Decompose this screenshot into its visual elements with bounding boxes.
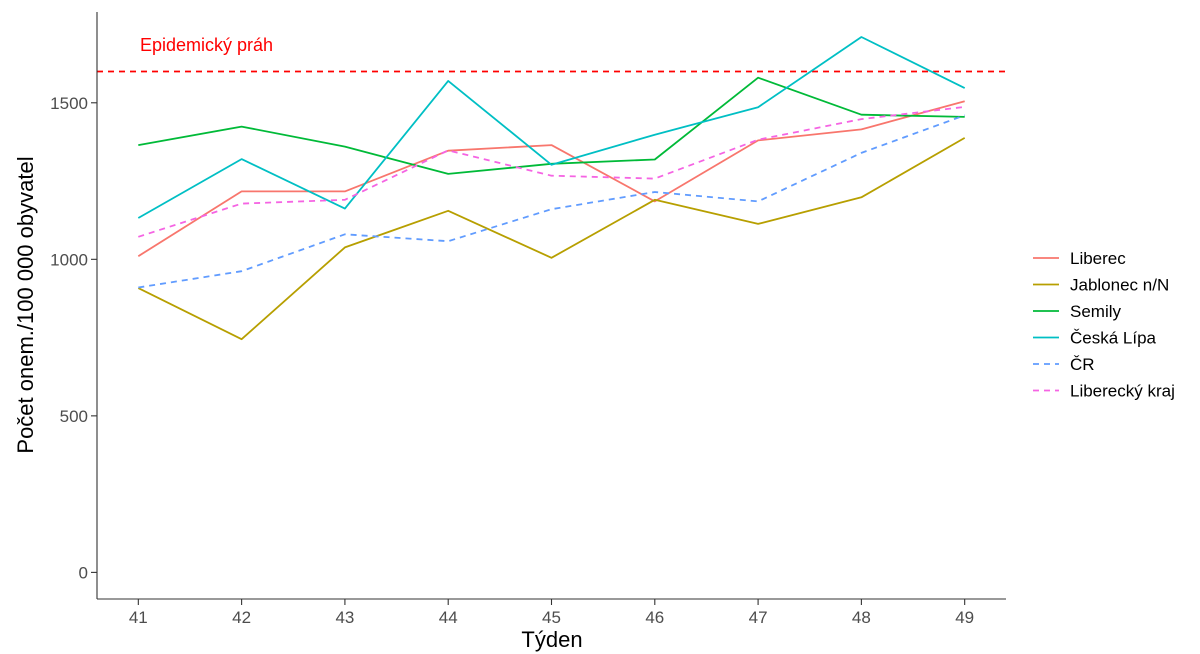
- legend-item-ceska-lipa: Česká Lípa: [1033, 329, 1157, 348]
- legend-label: Česká Lípa: [1070, 329, 1157, 348]
- series-line-liberecky-kraj: [138, 106, 965, 238]
- y-tick-label: 0: [79, 563, 88, 582]
- series-line-ceska-lipa: [137, 36, 966, 219]
- legend: Liberec Jablonec n/N Semily Česká Lípa ČR Lib…: [1033, 249, 1175, 401]
- x-tick-label: 45: [542, 608, 561, 627]
- y-axis-title: Počet onem./100 000 obyvatel: [13, 156, 38, 453]
- y-tick-label: 1500: [50, 94, 88, 113]
- legend-label: ČR: [1070, 355, 1095, 374]
- y-tick-label: 500: [60, 407, 88, 426]
- x-tick-label: 48: [852, 608, 871, 627]
- legend-label: Semily: [1070, 302, 1122, 321]
- x-axis-title: Týden: [521, 627, 582, 652]
- series-line-liberec: [137, 100, 965, 257]
- series-line-cr: [138, 114, 966, 289]
- series-line-semily: [138, 76, 965, 175]
- x-tick-label: 44: [439, 608, 458, 627]
- legend-item-liberec: Liberec: [1033, 249, 1126, 268]
- x-tick-label: 49: [955, 608, 974, 627]
- threshold-annotation: Epidemický práh: [140, 35, 273, 55]
- legend-item-jablonec-n-n: Jablonec n/N: [1033, 276, 1169, 295]
- legend-label: Liberecký kraj: [1070, 382, 1175, 401]
- x-tick-label: 41: [129, 608, 148, 627]
- legend-item-cr: ČR: [1033, 355, 1095, 374]
- legend-item-semily: Semily: [1033, 302, 1122, 321]
- plot-area: [97, 36, 1006, 341]
- legend-label: Jablonec n/N: [1070, 276, 1169, 295]
- x-tick-label: 43: [335, 608, 354, 627]
- series-line-jablonec-n-n: [137, 137, 966, 341]
- x-tick-label: 46: [645, 608, 664, 627]
- x-tick-label: 42: [232, 608, 251, 627]
- x-tick-label: 47: [749, 608, 768, 627]
- axis-ticks: 41 42 43 44 45 46 47 48 49 0 500 1000 1500: [50, 94, 974, 627]
- axes: [96, 12, 1006, 600]
- legend-item-liberecky-kraj: Liberecký kraj: [1033, 382, 1175, 401]
- y-tick-label: 1000: [50, 250, 88, 269]
- legend-label: Liberec: [1070, 249, 1126, 268]
